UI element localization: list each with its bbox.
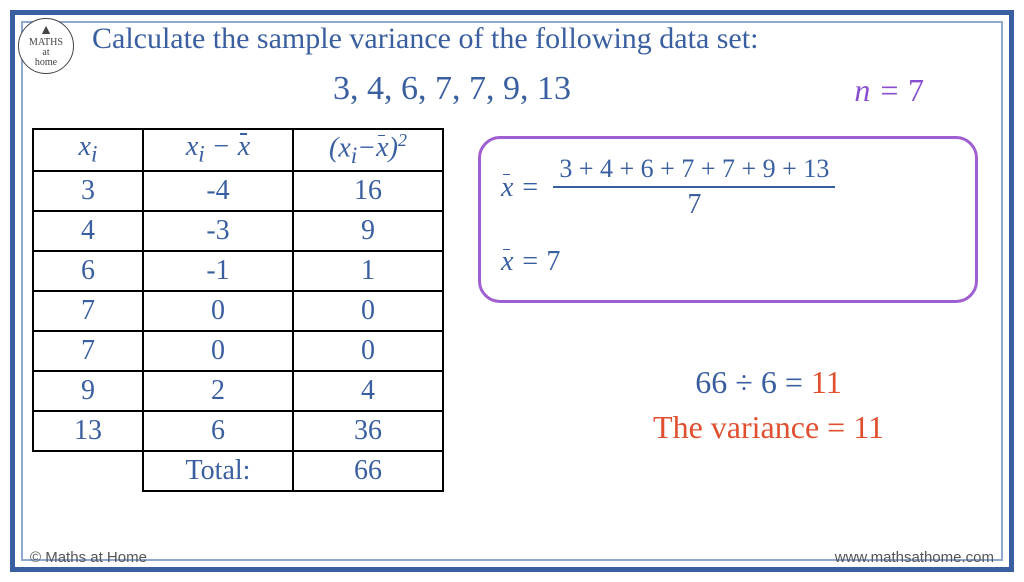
- copyright: © Maths at Home: [30, 549, 147, 566]
- calc-line2: The variance = 11: [653, 409, 884, 446]
- mean-denominator: 7: [687, 188, 701, 221]
- calc-line1: 66 ÷ 6 = 11: [653, 364, 884, 401]
- table-row: 4-39: [33, 211, 443, 251]
- table-row: 700: [33, 331, 443, 371]
- table-row: 3-416: [33, 171, 443, 211]
- mean-box: x = 3 + 4 + 6 + 7 + 7 + 9 + 13 7 x = 7: [478, 136, 978, 303]
- variance-calc: 66 ÷ 6 = 11 The variance = 11: [653, 364, 884, 446]
- n-equals: n = 7: [854, 72, 924, 109]
- mean-numerator: 3 + 4 + 6 + 7 + 7 + 9 + 13: [553, 155, 835, 188]
- table-row: 6-11: [33, 251, 443, 291]
- page-title: Calculate the sample variance of the fol…: [92, 22, 758, 56]
- table-header-row: xi xi − x (xi−x)2: [33, 129, 443, 171]
- header-xi: xi: [33, 129, 143, 171]
- total-label: Total:: [143, 451, 293, 491]
- logo: ▲ MATHS at home: [18, 18, 74, 74]
- table-row: 13636: [33, 411, 443, 451]
- n-label: n =: [854, 72, 900, 108]
- table-row: 924: [33, 371, 443, 411]
- variance-table: xi xi − x (xi−x)2 3-416 4-39 6-11 700 70…: [32, 128, 444, 492]
- mean-result: x = 7: [501, 246, 955, 278]
- dataset-values: 3, 4, 6, 7, 7, 9, 13: [333, 70, 571, 108]
- n-value: 7: [908, 72, 924, 108]
- header-sq: (xi−x)2: [293, 129, 443, 171]
- mean-formula: x = 3 + 4 + 6 + 7 + 7 + 9 + 13 7: [501, 155, 955, 220]
- total-value: 66: [293, 451, 443, 491]
- header-diff: xi − x: [143, 129, 293, 171]
- logo-text-bottom: home: [35, 58, 57, 68]
- table-total-row: Total:66: [33, 451, 443, 491]
- table-row: 700: [33, 291, 443, 331]
- website-url: www.mathsathome.com: [835, 549, 994, 566]
